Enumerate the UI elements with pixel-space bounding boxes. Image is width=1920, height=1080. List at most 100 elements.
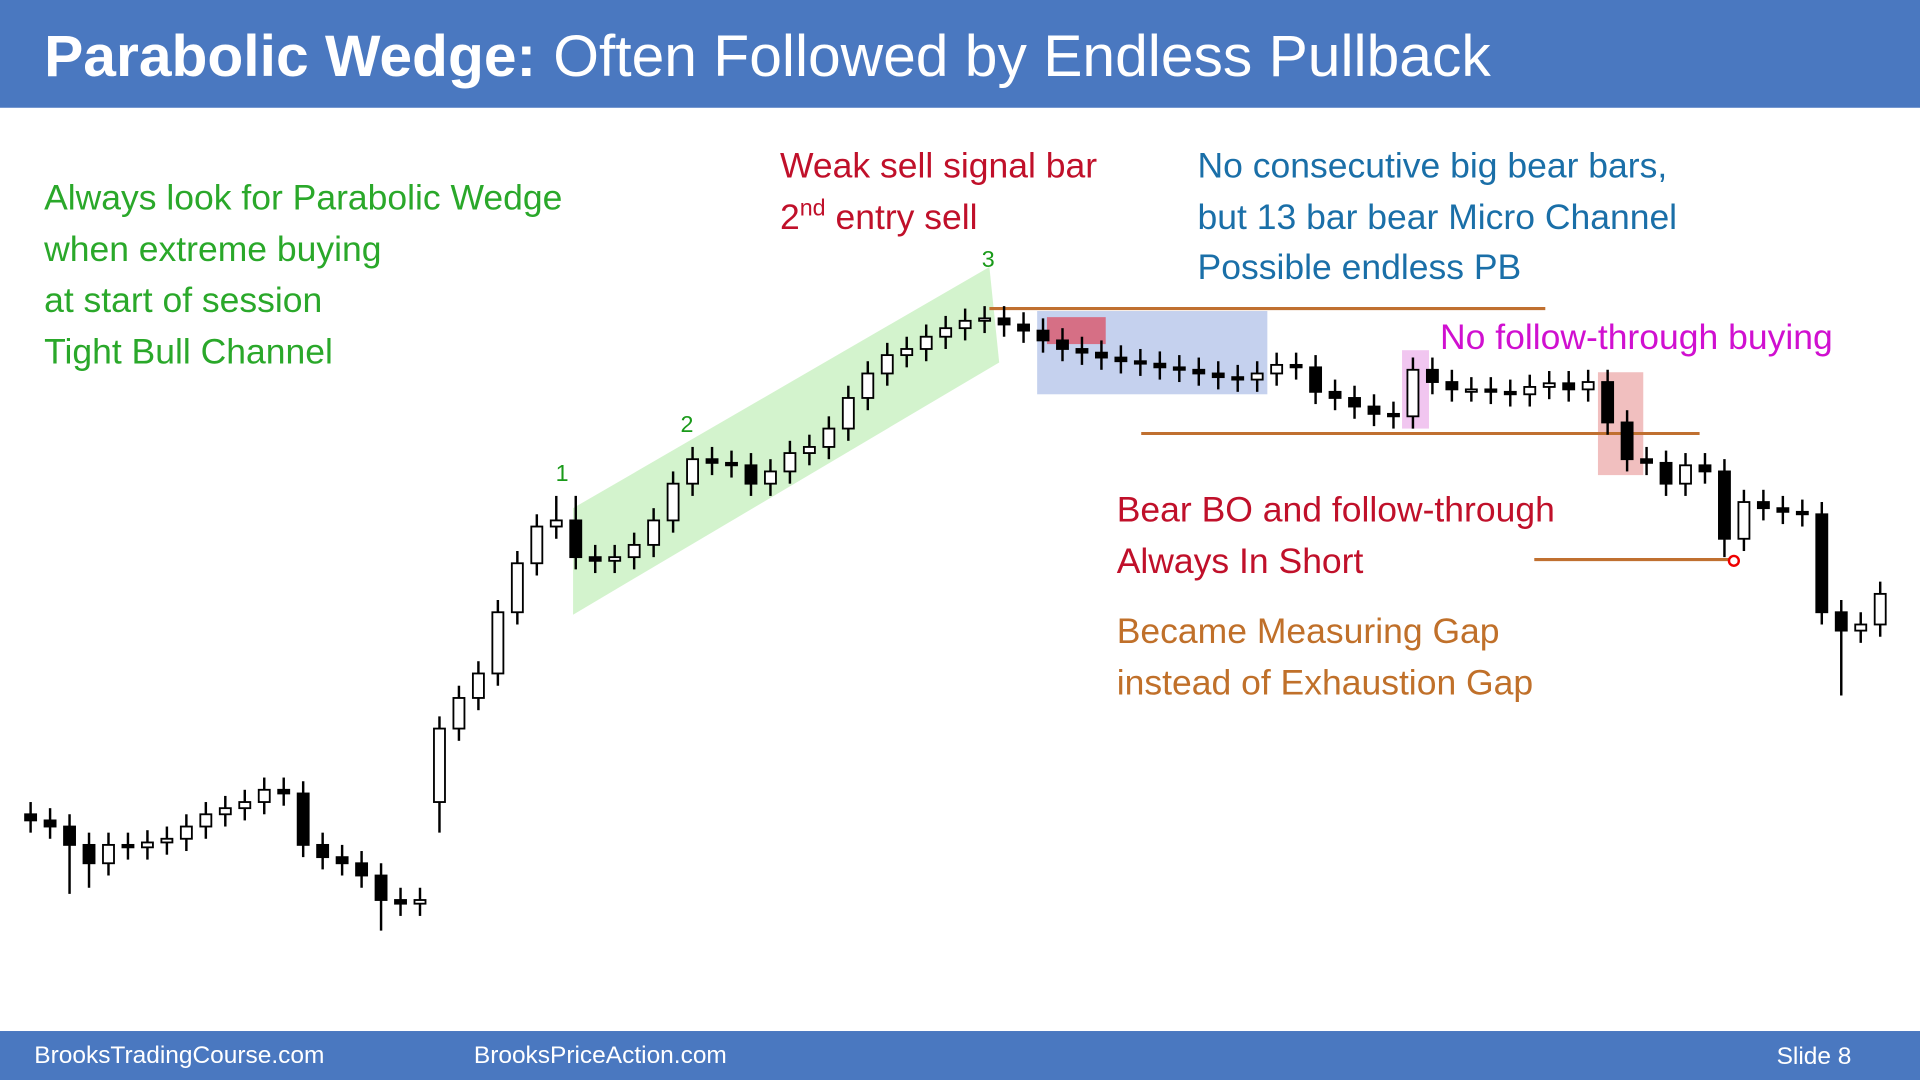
candle-body bbox=[1406, 368, 1420, 418]
magenta-note: No follow-through buying bbox=[1440, 317, 1833, 357]
candle-body bbox=[822, 427, 836, 448]
wedge-point: 2 bbox=[680, 411, 693, 437]
wedge-point: 3 bbox=[982, 246, 995, 272]
green-note: Always look for Parabolic Wedge when ext… bbox=[43, 177, 562, 371]
candle-body bbox=[1348, 397, 1361, 408]
candle-body bbox=[491, 611, 505, 675]
candle-body bbox=[1133, 360, 1147, 365]
candle-body bbox=[1192, 368, 1206, 375]
candle-body bbox=[549, 519, 563, 528]
candle-body bbox=[296, 792, 310, 846]
candle-body bbox=[238, 801, 252, 810]
candle-body bbox=[686, 458, 699, 485]
candle-body bbox=[939, 327, 953, 338]
candle-body bbox=[725, 461, 738, 467]
candle-body bbox=[24, 813, 38, 822]
candle-body bbox=[958, 319, 972, 330]
candle-body bbox=[1250, 372, 1264, 381]
candle-body bbox=[1464, 388, 1478, 393]
candle-body bbox=[82, 843, 96, 865]
note-line: No consecutive big bear bars, bbox=[1198, 146, 1668, 186]
candle-body bbox=[1036, 329, 1050, 342]
candle-body bbox=[1114, 356, 1128, 363]
note-line: Bear BO and follow-through bbox=[1117, 490, 1555, 530]
candle-body bbox=[1056, 339, 1069, 350]
note-line: but 13 bar bear Micro Channel bbox=[1198, 197, 1678, 237]
candle-body bbox=[666, 482, 680, 522]
candle-body bbox=[452, 697, 466, 730]
candle-body bbox=[764, 470, 777, 485]
note-rest: entry sell bbox=[826, 197, 978, 237]
candle-body bbox=[530, 525, 544, 565]
blue-note: No consecutive big bear bars, but 13 bar… bbox=[1198, 146, 1678, 288]
candle-body bbox=[63, 825, 76, 846]
candle-body bbox=[1756, 501, 1770, 510]
candle-body bbox=[569, 519, 583, 559]
candle-body bbox=[705, 458, 719, 464]
header-bar bbox=[0, 0, 1920, 108]
candle-body bbox=[335, 856, 349, 865]
candle-body bbox=[1776, 507, 1790, 513]
candle-body bbox=[1679, 464, 1692, 485]
candle-body bbox=[1718, 470, 1731, 540]
candle-body bbox=[783, 452, 797, 473]
footer-middle: BrooksPriceAction.com bbox=[474, 1042, 727, 1069]
candle-body bbox=[355, 862, 369, 877]
note-line: Always look for Parabolic Wedge bbox=[44, 177, 562, 217]
candle-body bbox=[141, 841, 154, 849]
candle-body bbox=[1289, 363, 1303, 369]
candle-body bbox=[1211, 372, 1225, 379]
candle-body bbox=[43, 819, 57, 828]
candle-body bbox=[647, 519, 661, 546]
gap-marker bbox=[1727, 554, 1740, 567]
candle-body bbox=[588, 556, 602, 562]
candle-body bbox=[997, 317, 1011, 326]
candle-body bbox=[374, 874, 388, 901]
footer-slide: Slide 8 bbox=[1777, 1043, 1852, 1070]
candle-body bbox=[1601, 381, 1615, 424]
candle-body bbox=[1017, 323, 1030, 332]
candle-body bbox=[627, 543, 641, 559]
candle-body bbox=[433, 727, 446, 803]
candle-body bbox=[802, 446, 816, 454]
note-sup: nd bbox=[800, 195, 826, 221]
candle-body bbox=[394, 899, 407, 905]
candle-body bbox=[316, 843, 330, 859]
note-line: Possible endless PB bbox=[1198, 247, 1522, 287]
red-top-note: Weak sell signal bar 2nd entry sell bbox=[780, 146, 1097, 237]
note-line: Became Measuring Gap bbox=[1117, 611, 1500, 651]
note-line: Tight Bull Channel bbox=[44, 332, 333, 372]
candle-body bbox=[841, 397, 855, 430]
candle-body bbox=[1075, 348, 1089, 354]
candle-body bbox=[199, 813, 213, 828]
candle-body bbox=[1309, 366, 1323, 393]
note-num: 2 bbox=[780, 197, 800, 237]
candle-body bbox=[1425, 368, 1439, 383]
candle-body bbox=[1387, 412, 1400, 418]
candle-body bbox=[179, 825, 193, 840]
candle-body bbox=[413, 899, 427, 905]
candle-body bbox=[471, 672, 485, 699]
note-line: 2nd entry sell bbox=[780, 195, 978, 237]
candle-body bbox=[102, 843, 115, 865]
title-rest: Often Followed by Endless Pullback bbox=[553, 24, 1491, 89]
candle-body bbox=[1542, 382, 1556, 388]
candle-body bbox=[1231, 376, 1245, 381]
candle-body bbox=[160, 837, 174, 844]
candle-body bbox=[608, 556, 622, 562]
note-line: Weak sell signal bar bbox=[780, 146, 1097, 186]
footer-bar bbox=[0, 1031, 1920, 1080]
candle-body bbox=[744, 464, 758, 485]
candle-body bbox=[510, 562, 524, 614]
signal-bar-box bbox=[1046, 317, 1106, 345]
candle-body bbox=[1503, 390, 1517, 396]
candle-body bbox=[218, 807, 232, 816]
candle-body bbox=[1523, 386, 1537, 396]
note-line: when extreme buying bbox=[43, 229, 381, 269]
candle-body bbox=[1873, 592, 1887, 626]
candle-body bbox=[257, 788, 271, 803]
candle-body bbox=[861, 372, 875, 399]
red-mid-note: Bear BO and follow-through Always In Sho… bbox=[1117, 490, 1555, 581]
